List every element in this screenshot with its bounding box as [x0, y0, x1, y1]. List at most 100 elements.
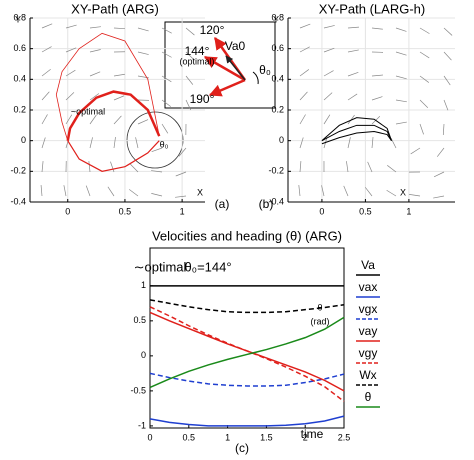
- y-tick-label: -0.2: [10, 166, 26, 176]
- field-arrow: [185, 27, 195, 36]
- field-arrow: [419, 75, 430, 83]
- field-arrow: [323, 70, 334, 77]
- field-arrow: [89, 114, 97, 125]
- field-arrow: [343, 185, 349, 197]
- field-arrow: [299, 114, 306, 125]
- field-arrow: [436, 147, 445, 157]
- field-arrow: [371, 74, 383, 77]
- field-arrow: [185, 75, 194, 85]
- inset-label: 144°: [185, 44, 210, 58]
- field-arrow: [395, 27, 407, 32]
- field-arrow: [41, 46, 52, 53]
- field-arrow: [161, 51, 172, 58]
- field-arrow: [395, 99, 407, 103]
- series-line: [149, 306, 345, 402]
- y-tick-label: 1: [141, 280, 146, 290]
- field-arrow: [41, 23, 53, 29]
- field-arrow: [299, 69, 310, 77]
- field-arrow: [89, 26, 101, 29]
- inset-label: 120°: [200, 23, 225, 37]
- field-arrow: [409, 194, 421, 197]
- field-arrow: [41, 161, 44, 173]
- field-arrow: [175, 171, 187, 177]
- legend-label: vay: [359, 324, 378, 338]
- y-tick-label: 0.2: [271, 104, 284, 114]
- panel-label: (c): [235, 441, 249, 455]
- field-arrow: [113, 73, 125, 77]
- field-arrow: [386, 189, 397, 197]
- x-tick-label: 0.5: [183, 432, 196, 442]
- field-arrow: [41, 68, 51, 77]
- legend-label: vax: [359, 280, 378, 294]
- field-arrow: [65, 92, 75, 101]
- field-arrow: [442, 123, 445, 135]
- inset-label: θ₀: [259, 63, 271, 77]
- legend-label: vgy: [359, 346, 378, 360]
- panel-label: (a): [215, 197, 230, 211]
- field-arrow: [85, 185, 91, 197]
- legend-label: Wx: [359, 368, 376, 382]
- field-arrow: [347, 93, 358, 101]
- field-arrow: [443, 99, 449, 111]
- field-arrow: [433, 195, 445, 199]
- x-tick-label: 1: [180, 206, 185, 216]
- field-arrow: [443, 75, 451, 86]
- field-arrow: [161, 123, 169, 134]
- field-arrow: [63, 185, 67, 197]
- series-line: [149, 372, 345, 387]
- y-tick-label: 0: [279, 135, 284, 145]
- chart-title: XY-Path (ARG): [71, 1, 159, 16]
- field-arrow: [443, 27, 453, 36]
- field-arrow: [65, 114, 73, 125]
- y-tick-label: 0.8: [271, 12, 284, 22]
- y-tick-label: -0.4: [268, 196, 284, 206]
- field-arrow: [347, 49, 359, 53]
- field-arrow: [346, 161, 349, 173]
- series-line: [149, 299, 345, 314]
- field-arrow: [299, 46, 310, 53]
- field-arrow: [323, 92, 333, 101]
- field-arrow: [41, 114, 48, 125]
- field-arrow: [89, 137, 93, 149]
- field-arrow: [65, 69, 76, 77]
- field-arrow: [299, 91, 308, 101]
- series-line: [149, 316, 345, 389]
- field-arrow: [419, 123, 424, 135]
- field-arrow: [410, 147, 421, 155]
- annotation: (rad): [310, 316, 329, 326]
- y-axis-label: Y: [15, 14, 21, 24]
- inset: [164, 21, 276, 109]
- y-tick-label: 0.2: [13, 104, 26, 114]
- y-tick-label: -1: [138, 420, 146, 430]
- annotation: ~optimal: [71, 106, 105, 116]
- x-axis-label: X: [400, 187, 406, 197]
- field-arrow: [135, 137, 139, 149]
- inset-arrow: [225, 55, 246, 81]
- inset-arrow: [203, 55, 246, 82]
- field-arrow: [137, 51, 149, 55]
- field-arrow: [433, 171, 445, 178]
- field-arrow: [390, 138, 397, 149]
- field-arrow: [367, 161, 373, 173]
- field-arrow: [89, 49, 101, 53]
- field-arrow: [41, 91, 50, 101]
- field-arrow: [88, 161, 91, 173]
- field-arrow: [113, 137, 116, 149]
- field-arrow: [323, 25, 335, 29]
- field-arrow: [323, 47, 335, 53]
- field-arrow: [323, 114, 331, 125]
- field-arrow: [298, 185, 301, 197]
- y-tick-label: 0.6: [271, 43, 284, 53]
- path-line: [321, 124, 392, 142]
- field-arrow: [371, 137, 374, 149]
- field-arrow: [364, 187, 373, 197]
- field-arrow: [299, 137, 304, 149]
- annotation: ∼optimal: [134, 259, 187, 274]
- panel-label: (b): [259, 197, 274, 211]
- chart-title: XY-Path (LARG-h): [319, 1, 425, 16]
- legend-label: θ: [365, 390, 372, 404]
- field-arrow: [89, 93, 100, 101]
- y-tick-label: -0.4: [10, 196, 26, 206]
- inset-label: (optimal): [179, 56, 214, 66]
